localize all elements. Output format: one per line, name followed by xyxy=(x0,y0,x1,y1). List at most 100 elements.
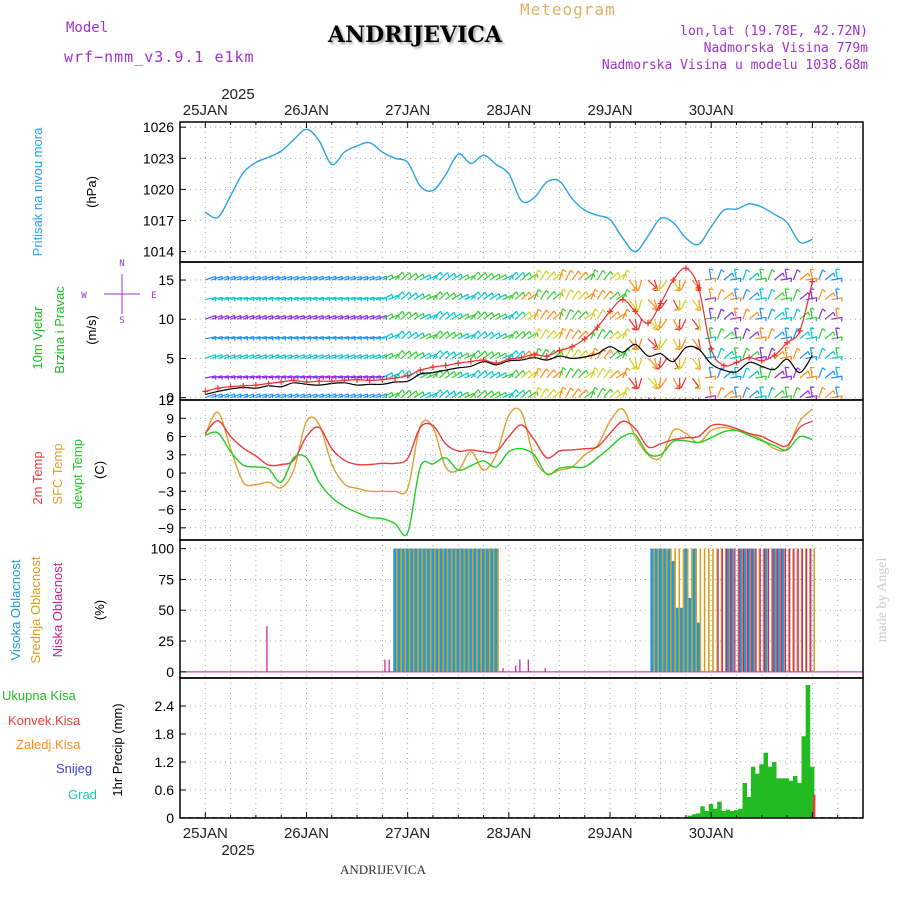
wind-barb xyxy=(211,336,223,341)
wind-barb xyxy=(565,367,574,379)
wind-barb xyxy=(622,289,631,300)
product-title: Meteogram xyxy=(520,0,616,19)
top-date-label: 26JAN xyxy=(284,102,329,119)
high-cloud-bar xyxy=(726,548,730,672)
low-cloud-bar xyxy=(502,668,504,672)
wind-gust-marker xyxy=(796,328,803,334)
wind-barb xyxy=(664,397,668,400)
wind-barb xyxy=(603,290,614,300)
mid-cloud-bar xyxy=(657,548,659,672)
wind-barb xyxy=(489,312,501,320)
wind-barb xyxy=(451,293,463,301)
wind-barb xyxy=(759,347,764,359)
mid-cloud-bar xyxy=(446,548,449,672)
wind-barb xyxy=(708,268,714,281)
wind-gust-marker xyxy=(379,376,386,383)
wind-barb xyxy=(400,291,412,301)
wind-barb xyxy=(723,390,735,399)
wind-barb xyxy=(445,312,457,320)
total-precip-bar xyxy=(712,808,718,818)
y-tick-label: 0.6 xyxy=(155,782,175,798)
total-precip-bar xyxy=(772,762,777,818)
wind-barb xyxy=(287,336,299,341)
wind-gust-marker xyxy=(771,352,778,359)
wind-barb xyxy=(730,395,742,400)
wind-gust-marker xyxy=(303,378,310,385)
low-cloud-bar xyxy=(544,668,546,672)
bottom-year: 2025 xyxy=(221,842,254,859)
wind-barb xyxy=(723,292,735,301)
wind-barb xyxy=(546,388,557,398)
high-cloud-bar xyxy=(393,548,397,672)
wind-barb xyxy=(546,290,557,300)
low-cloud-bar xyxy=(266,626,268,672)
wind-barb xyxy=(407,331,419,340)
wind-barb xyxy=(590,269,599,281)
wind-barb xyxy=(628,377,637,389)
pressure-line xyxy=(204,128,813,253)
wind-barb xyxy=(546,369,557,379)
wind-barb xyxy=(691,299,700,311)
wind-barb xyxy=(521,330,532,340)
wind-barb xyxy=(759,366,764,379)
wind-barb xyxy=(514,272,526,281)
high-cloud-bar xyxy=(743,548,747,672)
precip-legend-conv: Konvek.Kisa xyxy=(8,713,81,728)
wind-barb xyxy=(809,268,815,281)
top-date-label: 25JAN xyxy=(183,102,228,119)
total-precip-bar xyxy=(797,783,802,818)
wind-barb xyxy=(236,375,249,380)
wind-barb xyxy=(784,366,790,379)
wind-barb xyxy=(780,297,793,302)
total-precip-bar xyxy=(717,801,722,818)
wind-barb xyxy=(451,312,463,320)
precip-panel-frame xyxy=(179,677,864,819)
cloud-label-low: Niska Oblacnost xyxy=(50,562,65,657)
mid-cloud-bar xyxy=(750,548,752,672)
wind-barb xyxy=(634,377,643,390)
wind-barb xyxy=(432,271,443,281)
low-cloud-bar xyxy=(780,548,782,672)
low-cloud-bar xyxy=(730,548,732,672)
wind-barb xyxy=(287,375,299,380)
wind-gust-marker xyxy=(278,378,285,385)
wind-barb xyxy=(824,272,836,281)
wind-barb xyxy=(603,388,614,398)
wind-barb xyxy=(514,389,526,399)
wind-barb xyxy=(527,312,539,320)
wind-barb xyxy=(407,351,419,359)
total-precip-bar xyxy=(721,811,726,818)
wind-barb xyxy=(527,391,539,399)
wind-barb xyxy=(476,291,488,301)
y-tick-label: 3 xyxy=(166,447,174,463)
wind-gust-marker xyxy=(784,339,791,346)
total-precip-bar xyxy=(767,766,773,818)
high-cloud-bar xyxy=(456,548,460,672)
wind-barb xyxy=(767,269,776,281)
wind-gust-marker xyxy=(467,358,474,365)
mid-cloud-bar xyxy=(661,548,664,672)
wind-gust-marker xyxy=(455,360,462,367)
wind-gust-marker xyxy=(227,383,234,390)
wind-gust-marker xyxy=(556,347,563,354)
wind-barb xyxy=(742,347,751,359)
wind-barb xyxy=(596,309,606,320)
temp-unit: (C) xyxy=(92,461,107,479)
wind-barb xyxy=(655,377,662,390)
wind-barb xyxy=(470,291,481,301)
total-precip-bar xyxy=(755,773,760,818)
wind-barb xyxy=(767,288,776,300)
y-tick-label: 0 xyxy=(166,390,174,406)
wind-barb xyxy=(609,291,621,301)
wind-barb xyxy=(539,329,550,340)
wind-barb xyxy=(432,349,443,359)
wind-barb xyxy=(672,279,679,291)
wind-barb xyxy=(363,375,375,380)
wind-barb xyxy=(400,350,412,359)
wind-barb xyxy=(831,277,843,283)
wind-barb xyxy=(407,292,419,301)
total-precip-bar xyxy=(750,766,756,818)
wind-barb xyxy=(716,269,725,281)
wind-barb xyxy=(634,397,637,400)
wind-barb xyxy=(835,288,840,300)
